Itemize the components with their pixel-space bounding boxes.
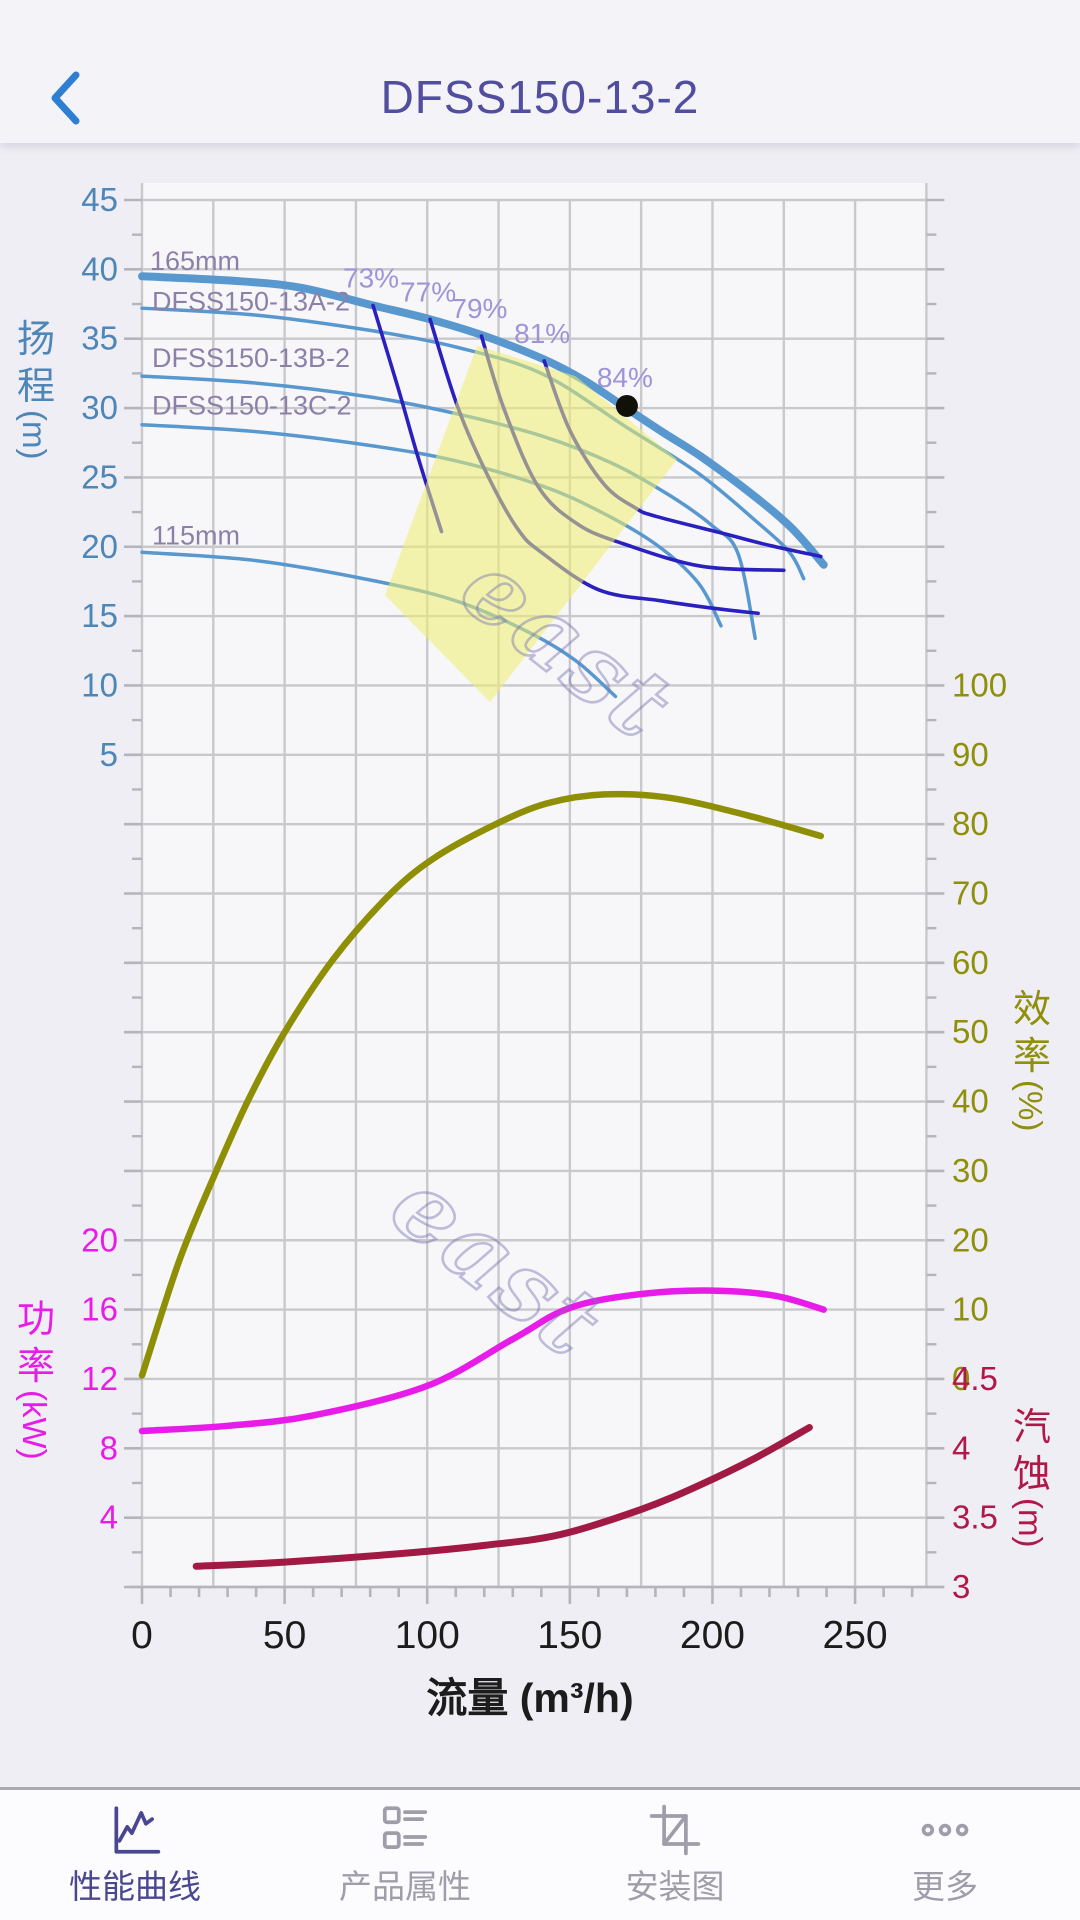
- head-tick-label: 45: [81, 181, 118, 218]
- power-tick-label: 16: [81, 1291, 118, 1328]
- flow-tick-label: 250: [823, 1614, 888, 1657]
- efficiency-axis-title: 效: [1013, 989, 1051, 1031]
- npsh-tick-label: 4: [952, 1429, 970, 1466]
- header: DFSS150-13-2: [0, 0, 1080, 143]
- operating-region: [385, 345, 678, 703]
- bottom-navbar: 性能曲线 产品属性 安装图 更多: [0, 1787, 1080, 1920]
- more-icon: [921, 1823, 969, 1837]
- efficiency-tick-label: 20: [952, 1221, 989, 1258]
- efficiency-tick-label: 30: [952, 1152, 989, 1189]
- flow-tick-label: 50: [263, 1614, 306, 1657]
- nav-item-label: 性能曲线: [69, 1868, 201, 1905]
- head-axis-title: 扬: [17, 319, 55, 361]
- power-tick-label: 20: [81, 1221, 118, 1258]
- nav-item-product-attributes[interactable]: 产品属性: [270, 1790, 540, 1920]
- power-tick-label: 12: [81, 1360, 118, 1397]
- efficiency-tick-label: 100: [952, 666, 1007, 703]
- curve-label-165mm: 165mm: [150, 246, 240, 276]
- npsh-curve: [192, 1424, 813, 1570]
- power-curve: [138, 1287, 827, 1435]
- nav-item-label: 产品属性: [339, 1868, 471, 1905]
- power-axis-unit: (kW): [16, 1390, 53, 1460]
- efficiency-tick-label: 80: [952, 805, 989, 842]
- efficiency-tick-label: 50: [952, 1013, 989, 1050]
- head-axis-unit: (m): [16, 410, 53, 459]
- flow-tick-label: 200: [680, 1614, 745, 1657]
- efficiency-tick-label: 90: [952, 736, 989, 773]
- npsh-tick-label: 3.5: [952, 1499, 998, 1536]
- head-tick-label: 40: [81, 250, 118, 287]
- power-axis-title: 功: [17, 1299, 55, 1341]
- curve-label-DFSS150-13B-2: DFSS150-13B-2: [152, 343, 350, 373]
- performance-chart-canvas: 4540353025201510510090807060504030201004…: [16, 181, 1051, 1721]
- contour-label-79%: 79%: [451, 293, 507, 324]
- efficiency-curve: [138, 790, 825, 1379]
- flow-tick-label: 150: [537, 1614, 602, 1657]
- head-tick-label: 15: [81, 597, 118, 634]
- duty-point-label: 84%: [597, 362, 653, 393]
- efficiency-axis-title: 率: [1013, 1036, 1051, 1078]
- performance-curve-icon: [114, 1806, 161, 1854]
- nav-item-label: 安装图: [625, 1868, 725, 1905]
- npsh-axis-unit: (m): [1012, 1498, 1049, 1547]
- power-tick-label: 8: [100, 1429, 118, 1466]
- contour-label-81%: 81%: [514, 318, 570, 349]
- curve-165mm: [138, 272, 828, 569]
- head-tick-label: 30: [81, 389, 118, 426]
- npsh-tick-label: 4.5: [952, 1360, 998, 1397]
- page-title: DFSS150-13-2: [380, 71, 700, 123]
- head-tick-label: 35: [81, 320, 118, 357]
- npsh-axis-title: 蚀: [1013, 1454, 1051, 1496]
- nav-item-performance-curve[interactable]: 性能曲线: [0, 1790, 270, 1920]
- power-tick-label: 4: [100, 1499, 118, 1536]
- head-tick-label: 5: [100, 736, 118, 773]
- efficiency-tick-label: 70: [952, 875, 989, 912]
- nav-item-more[interactable]: 更多: [810, 1790, 1080, 1920]
- efficiency-tick-label: 10: [952, 1291, 989, 1328]
- efficiency-tick-label: 40: [952, 1083, 989, 1120]
- head-tick-label: 25: [81, 458, 118, 495]
- efficiency-tick-label: 60: [952, 944, 989, 981]
- contour-label-73%: 73%: [343, 262, 399, 293]
- npsh-tick-label: 3: [952, 1568, 970, 1605]
- back-chevron-icon: [51, 71, 80, 125]
- performance-chart: 45 40 35 30 25 20 15 10 5 100 90 80 70 60 50 40 30 20 10 0 4…: [16, 181, 1051, 1721]
- curve-label-115mm: 115mm: [152, 521, 240, 551]
- nav-item-installation[interactable]: 安装图: [540, 1790, 810, 1920]
- head-axis-title: 程: [17, 366, 55, 408]
- efficiency-tick-label: 0: [952, 1360, 970, 1397]
- npsh-axis-title: 汽: [1013, 1407, 1051, 1449]
- head-tick-label: 20: [81, 528, 118, 565]
- flow-tick-label: 0: [131, 1614, 153, 1657]
- curve-label-DFSS150-13A-2: DFSS150-13A-2: [152, 286, 350, 316]
- duty-point-dot: [615, 394, 638, 417]
- curve-label-DFSS150-13C-2: DFSS150-13C-2: [152, 390, 352, 420]
- flow-tick-label: 100: [395, 1614, 460, 1657]
- head-tick-label: 10: [81, 666, 118, 703]
- back-button[interactable]: [34, 66, 98, 130]
- contour-label-77%: 77%: [400, 276, 456, 307]
- efficiency-axis-unit: (%): [1012, 1080, 1049, 1131]
- power-axis-title: 率: [17, 1346, 55, 1388]
- nav-item-label: 更多: [912, 1868, 978, 1905]
- x-axis-title: 流量 (m³/h): [426, 1675, 633, 1721]
- product-attributes-icon: [382, 1806, 428, 1849]
- installation-diagram-icon: [649, 1804, 701, 1856]
